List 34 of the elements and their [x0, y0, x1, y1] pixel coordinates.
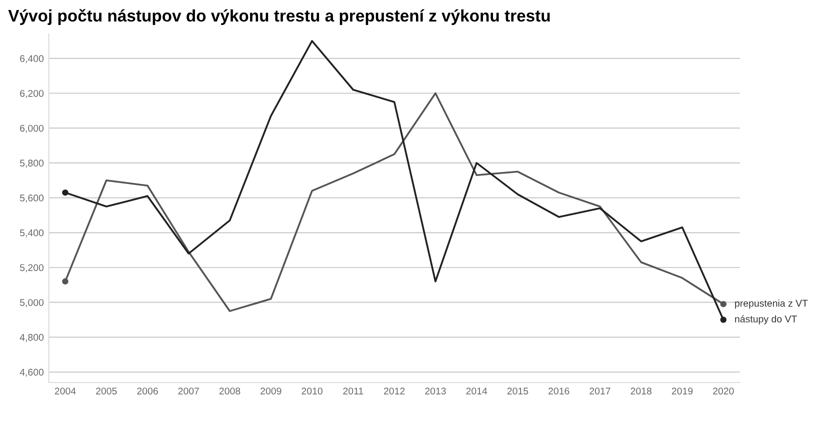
x-tick-label: 2009 [260, 388, 282, 394]
x-tick-label: 2012 [384, 388, 405, 394]
series-label: prepustenia z VT [735, 300, 808, 309]
x-tick-label: 2015 [507, 388, 528, 394]
point [62, 189, 68, 196]
x-tick-label: 2018 [630, 388, 652, 394]
y-tick-label: 6,200 [20, 90, 44, 98]
point [720, 300, 726, 308]
x-tick-label: 2019 [672, 388, 693, 394]
series-label: nástupy do VT [735, 315, 797, 324]
x-tick-label: 2004 [54, 388, 76, 394]
x-tick-label: 2013 [425, 388, 446, 394]
x-tick-label: 2010 [302, 388, 322, 394]
x-tick-label: 2008 [219, 388, 240, 394]
x-tick-label: 2017 [590, 388, 610, 394]
y-tick-label: 5,600 [20, 194, 44, 203]
x-tick-label: 2020 [713, 388, 734, 394]
y-tick-label: 5,400 [20, 229, 44, 238]
y-tick-label: 5,000 [20, 299, 44, 308]
x-tick-label: 2005 [96, 388, 117, 394]
chart-title: Vývoj počtu nástupov do výkonu trestu a prepustení z výkonu trestu [8, 9, 550, 25]
point [62, 278, 68, 285]
point [720, 316, 726, 323]
x-tick-label: 2011 [343, 388, 364, 394]
y-tick-label: 4,600 [20, 368, 44, 377]
x-tick-label: 2016 [548, 388, 570, 394]
x-tick-label: 2007 [178, 388, 199, 394]
y-tick-label: 6,400 [20, 55, 44, 64]
y-tick-label: 5,200 [20, 264, 44, 272]
x-tick-label: 2014 [466, 388, 488, 394]
y-tick-label: 6,000 [20, 124, 44, 133]
y-tick-label: 4,800 [20, 334, 44, 342]
x-tick-label: 2006 [137, 388, 158, 394]
y-tick-label: 5,800 [20, 160, 44, 168]
